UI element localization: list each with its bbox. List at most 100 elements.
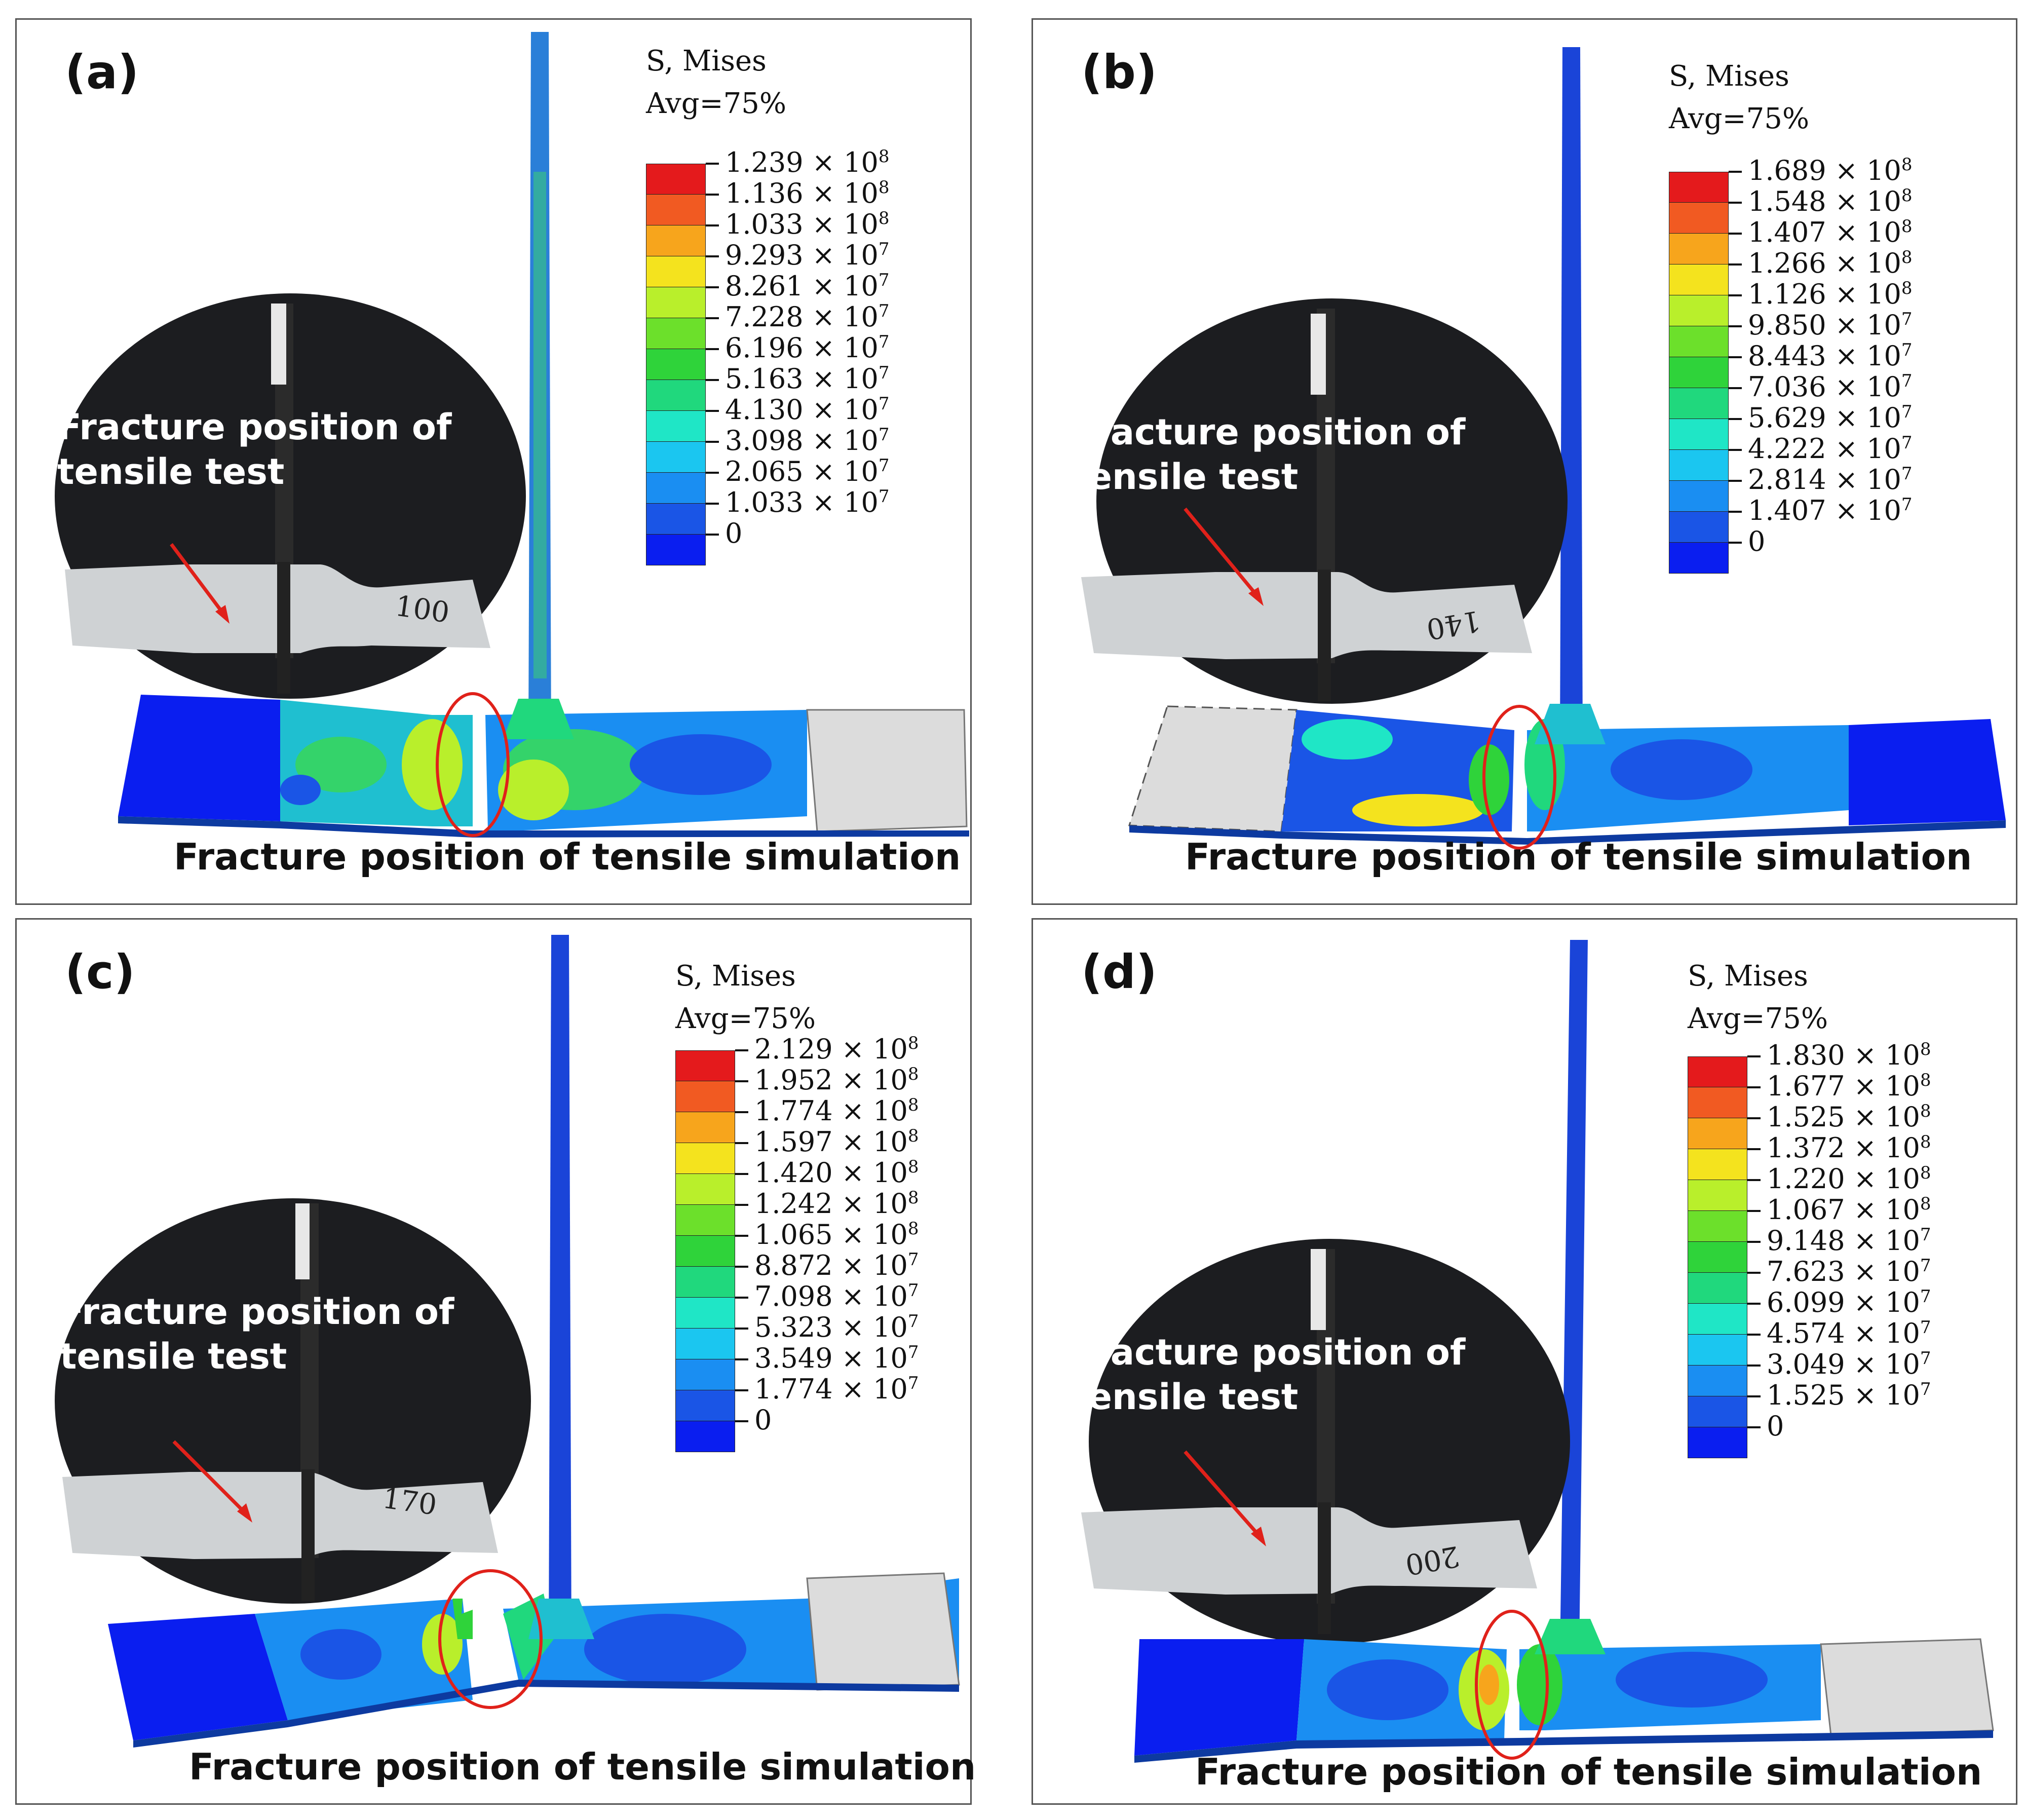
legend-value: 3.549 × 107 [754,1342,919,1374]
legend-title-2: Avg=75% [1688,1002,1828,1035]
legend-swatch [1669,450,1729,481]
legend-tick [735,1266,748,1268]
stress-legend: S, Mises Avg=75% 2.129 × 108 1.952 × 108 1… [675,955,919,1452]
test-arrow [1183,507,1260,599]
legend-tick [1747,1426,1761,1428]
legend-swatch [675,1390,735,1421]
legend-tick [1747,1117,1761,1119]
specimen-bottom-edge [133,1680,959,1748]
legend-tick [1747,1272,1761,1274]
legend-tick [1729,449,1742,451]
simulation-caption: Fracture position of tensile simulation [174,836,961,878]
legend-tick [735,1420,748,1422]
legend-swatch [675,1174,735,1205]
photo-weld-top [271,304,286,385]
test-annotation-line2: tensile test [1071,456,1299,498]
legend-value: 0 [1748,525,1766,557]
legend-swatch [675,1205,735,1236]
left-hot-3 [1469,744,1509,815]
legend-swatch [646,256,706,287]
specimen-bottom-edge [118,816,969,838]
legend-title-1: S, Mises [1688,960,1808,993]
legend-tick [706,348,719,350]
legend-tick [1729,294,1742,296]
legend-swatch [1688,1304,1747,1335]
legend-tick [1729,202,1742,204]
legend-value: 0 [1767,1410,1784,1442]
legend-tick [1729,511,1742,513]
legend-value: 1.239 × 108 [725,146,890,178]
stress-legend: S, Mises Avg=75% 1.239 × 108 1.136 × 108 1… [646,40,890,565]
legend-value: 1.407 × 107 [1748,495,1913,526]
left-grip [108,1614,288,1740]
legend-value: 5.323 × 107 [754,1311,919,1343]
legend-tick [706,317,719,319]
legend-value: 1.033 × 107 [725,486,890,518]
test-annotation: Fracture position of tensile test [60,1290,454,1379]
vertical-rib [1560,47,1583,744]
rib-base [528,1599,594,1639]
legend-swatch [675,1329,735,1359]
legend-color-bar [1669,172,1729,574]
legend-value: 1.548 × 108 [1748,185,1913,217]
legend-swatch [646,442,706,473]
legend-swatch [675,1236,735,1267]
legend-swatch [1669,264,1729,295]
fracture-ring [438,1569,543,1709]
legend-tick [1747,1148,1761,1150]
legend-tick [735,1142,748,1144]
legend-value: 3.098 × 107 [725,425,890,457]
legend-swatch [646,380,706,411]
vertical-rib [549,935,571,1644]
photo-specimen [1081,572,1532,659]
legend-title-2: Avg=75% [1669,102,1810,135]
legend-value: 1.525 × 107 [1767,1379,1931,1411]
legend-tick [706,255,719,257]
test-arrow-head [215,605,230,624]
legend-tick [1747,1334,1761,1336]
legend-tick [1729,387,1742,389]
legend-value: 9.850 × 107 [1748,309,1913,341]
test-annotation-line1: Fracture position of [1071,411,1466,453]
legend-tick [706,472,719,474]
left-hot-1 [1327,1659,1448,1720]
legend-tick [706,286,719,288]
legend-swatch [1688,1366,1747,1396]
left-hot-1 [295,737,387,792]
legend-swatch [646,164,706,195]
legend-value: 7.228 × 107 [725,301,890,333]
legend-swatch [1669,481,1729,512]
right-hot-3 [498,760,569,820]
legend-tick [1747,1364,1761,1367]
legend-swatch [1669,295,1729,326]
legend-tick [735,1389,748,1391]
right-hot-2 [630,734,772,795]
test-annotation-line1: Fracture position of [60,1291,454,1333]
left-teeth [452,1599,473,1639]
test-annotation: Fracture position of tensile test [1071,1330,1465,1419]
left-grip [1134,1639,1304,1756]
legend-value: 0 [725,517,743,549]
legend-tick [1729,233,1742,235]
panel-b: 140 (b) S, Mises Avg=75% 1.689 × 108 1.54… [1032,18,2017,905]
test-annotation-line2: tensile test [57,451,285,492]
legend-swatch [675,1081,735,1112]
photo-mark: 100 [393,589,451,629]
legend-tick [706,534,719,536]
legend-value: 4.574 × 107 [1767,1317,1931,1349]
panel-label: (b) [1081,45,1157,99]
legend-tick [735,1080,748,1082]
left-grip [1128,705,1297,832]
legend-color-bar [646,164,706,565]
legend-tick [1729,171,1742,173]
legend-swatch [675,1050,735,1081]
fracture-ring [436,692,510,837]
left-hot-2 [422,1614,463,1675]
simulation-caption: Fracture position of tensile simulation [189,1746,976,1788]
legend-tick [1747,1210,1761,1212]
simulation-caption: Fracture position of tensile simulation [1185,836,1972,878]
legend-swatch [1669,388,1729,419]
legend-tick [735,1111,748,1113]
fracture-ring [1482,705,1556,850]
legend-tick [706,441,719,443]
